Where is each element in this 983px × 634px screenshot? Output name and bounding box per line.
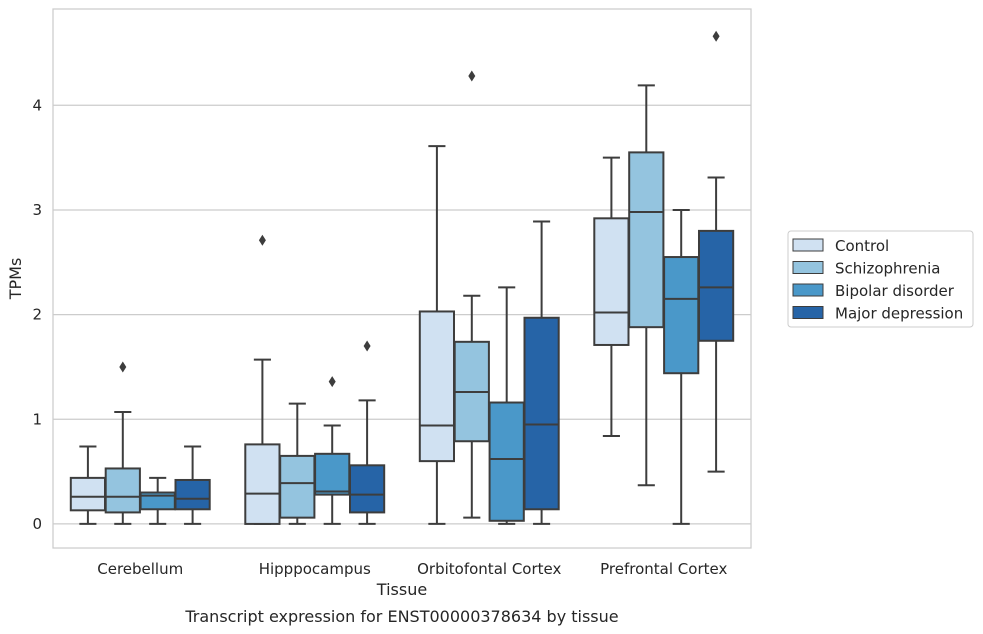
legend-swatch (792, 306, 824, 319)
box-iqr (488, 401, 525, 522)
legend-swatch (792, 261, 824, 274)
box-iqr (628, 151, 665, 329)
box-prefrontal-cortex (697, 30, 735, 473)
box-hipppocampus (244, 234, 281, 525)
outlier-point (258, 234, 266, 246)
x-tick-label-prefrontal-cortex: Prefrontal Cortex (600, 560, 727, 578)
y-tick-label-2: 2 (32, 306, 42, 324)
y-axis-label: TPMs (6, 258, 25, 301)
box-iqr (314, 452, 351, 496)
outlier-point (363, 340, 371, 352)
box-cerebellum (104, 361, 141, 525)
y-tick-label-4: 4 (32, 96, 42, 114)
box-prefrontal-cortex (593, 156, 630, 438)
box-iqr (697, 229, 735, 342)
box-cerebellum (139, 476, 176, 525)
legend-swatch (792, 238, 824, 252)
y-axis-ticks: 0 1 2 3 4 (32, 96, 42, 533)
box-iqr (418, 310, 456, 463)
box-iqr (523, 316, 560, 511)
box-hipppocampus (279, 402, 316, 525)
box-hipppocampus (348, 340, 386, 525)
box-hipppocampus (314, 376, 351, 525)
x-tick-label-cerebellum: Cerebellum (97, 560, 183, 578)
box-orbitofontal-cortex (418, 145, 456, 525)
box-iqr (663, 256, 700, 375)
chart-caption: Transcript expression for ENST0000037863… (184, 607, 618, 626)
box-prefrontal-cortex (628, 84, 665, 487)
y-tick-label-0: 0 (32, 515, 42, 533)
outlier-point (712, 30, 720, 42)
box-cerebellum (174, 445, 211, 525)
box-cerebellum (69, 445, 107, 525)
box-iqr (593, 217, 630, 346)
legend-frame (787, 230, 974, 328)
plot-frame (52, 8, 752, 549)
x-axis-label: Tissue (376, 580, 427, 599)
outlier-point (468, 70, 476, 82)
legend-item-bipolar-disorder: Bipolar disorder (792, 282, 955, 300)
legend-label: Bipolar disorder (835, 282, 955, 300)
box-iqr (244, 443, 281, 525)
legend-swatch (792, 283, 824, 297)
legend-item-schizophrenia: Schizophrenia (792, 260, 940, 278)
box-iqr (348, 464, 386, 514)
box-orbitofontal-cortex (453, 70, 490, 519)
legend-label: Major depression (835, 305, 963, 323)
legend: Control Schizophrenia Bipolar disorder Majo… (787, 230, 974, 328)
box-iqr (104, 467, 141, 514)
box-iqr (69, 476, 107, 512)
box-iqr (174, 478, 211, 511)
box-series-group (69, 30, 735, 525)
y-tick-label-1: 1 (32, 410, 42, 428)
outlier-point (119, 361, 127, 373)
series-schizophrenia (104, 70, 665, 525)
legend-item-major-depression: Major depression (792, 305, 963, 323)
series-major-depression (174, 30, 735, 525)
legend-item-control: Control (792, 237, 889, 255)
box-orbitofontal-cortex (488, 286, 525, 525)
y-tick-label-3: 3 (32, 201, 42, 219)
legend-label: Control (835, 237, 889, 255)
x-tick-label-hipppocampus: Hipppocampus (259, 560, 371, 578)
box-prefrontal-cortex (663, 208, 700, 525)
box-orbitofontal-cortex (523, 220, 560, 525)
x-axis-ticks: Cerebellum Hipppocampus Orbitofontal Corte… (97, 560, 727, 578)
box-iqr (279, 454, 316, 519)
legend-label: Schizophrenia (835, 260, 940, 278)
outlier-point (328, 376, 336, 388)
x-tick-label-orbitofontal-cortex: Orbitofontal Cortex (417, 560, 561, 578)
